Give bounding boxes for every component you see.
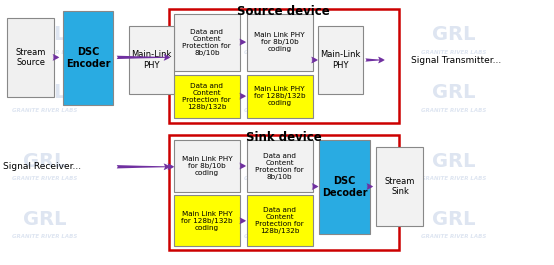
Bar bbox=[7, 18, 54, 97]
Text: GRL: GRL bbox=[255, 210, 299, 229]
Bar bbox=[247, 140, 313, 192]
Text: GRANITE RIVER LABS: GRANITE RIVER LABS bbox=[244, 50, 310, 55]
Bar bbox=[173, 195, 240, 246]
Text: GRL: GRL bbox=[255, 152, 299, 171]
Text: Signal Transmitter...: Signal Transmitter... bbox=[411, 55, 501, 64]
Text: Signal Receiver...: Signal Receiver... bbox=[3, 162, 81, 171]
Text: GRANITE RIVER LABS: GRANITE RIVER LABS bbox=[244, 234, 310, 239]
Bar bbox=[247, 14, 313, 70]
Text: Main Link PHY
for 8b/10b
coding: Main Link PHY for 8b/10b coding bbox=[254, 32, 305, 52]
Text: GRL: GRL bbox=[23, 210, 66, 229]
Bar bbox=[377, 147, 423, 226]
Text: GRL: GRL bbox=[23, 25, 66, 45]
Text: Data and
Content
Protection for
8b/10b: Data and Content Protection for 8b/10b bbox=[255, 153, 304, 180]
Text: GRANITE RIVER LABS: GRANITE RIVER LABS bbox=[244, 176, 310, 181]
Bar bbox=[130, 26, 173, 94]
Text: Main-Link
PHY: Main-Link PHY bbox=[131, 50, 172, 70]
Bar bbox=[247, 195, 313, 246]
Text: Stream
Sink: Stream Sink bbox=[385, 177, 415, 196]
Text: GRL: GRL bbox=[23, 83, 66, 103]
Text: Main-Link
PHY: Main-Link PHY bbox=[320, 50, 361, 70]
Bar bbox=[169, 8, 398, 123]
Text: GRL: GRL bbox=[432, 210, 475, 229]
Text: Main Link PHY
for 8b/10b
coding: Main Link PHY for 8b/10b coding bbox=[182, 156, 232, 176]
Text: GRL: GRL bbox=[432, 83, 475, 103]
Text: DSC
Encoder: DSC Encoder bbox=[66, 47, 110, 69]
Text: GRANITE RIVER LABS: GRANITE RIVER LABS bbox=[421, 108, 486, 113]
Text: Stream
Source: Stream Source bbox=[16, 48, 46, 67]
Text: GRANITE RIVER LABS: GRANITE RIVER LABS bbox=[421, 50, 486, 55]
Text: Main Link PHY
for 128b/132b
coding: Main Link PHY for 128b/132b coding bbox=[254, 86, 306, 106]
Text: Sink device: Sink device bbox=[246, 131, 321, 144]
Text: GRANITE RIVER LABS: GRANITE RIVER LABS bbox=[12, 234, 78, 239]
Text: GRL: GRL bbox=[432, 25, 475, 45]
Text: Source device: Source device bbox=[237, 5, 330, 18]
Text: GRL: GRL bbox=[432, 152, 475, 171]
Text: GRL: GRL bbox=[23, 152, 66, 171]
Bar bbox=[169, 135, 398, 250]
Bar bbox=[173, 140, 240, 192]
Text: Data and
Content
Protection for
128b/132b: Data and Content Protection for 128b/132… bbox=[182, 83, 231, 110]
Text: GRANITE RIVER LABS: GRANITE RIVER LABS bbox=[421, 176, 486, 181]
Bar bbox=[319, 140, 370, 234]
Text: GRANITE RIVER LABS: GRANITE RIVER LABS bbox=[12, 50, 78, 55]
Text: GRL: GRL bbox=[255, 83, 299, 103]
Bar bbox=[173, 74, 240, 118]
Bar bbox=[173, 14, 240, 70]
Text: GRL: GRL bbox=[255, 25, 299, 45]
Bar bbox=[319, 26, 363, 94]
Text: GRANITE RIVER LABS: GRANITE RIVER LABS bbox=[244, 108, 310, 113]
Text: GRANITE RIVER LABS: GRANITE RIVER LABS bbox=[12, 176, 78, 181]
Text: GRANITE RIVER LABS: GRANITE RIVER LABS bbox=[421, 234, 486, 239]
Text: DSC
Decoder: DSC Decoder bbox=[322, 176, 367, 198]
Text: Data and
Content
Protection for
8b/10b: Data and Content Protection for 8b/10b bbox=[182, 29, 231, 56]
Text: Main Link PHY
for 128b/132b
coding: Main Link PHY for 128b/132b coding bbox=[181, 211, 233, 231]
Text: Data and
Content
Protection for
128b/132b: Data and Content Protection for 128b/132… bbox=[255, 207, 304, 234]
Bar bbox=[63, 11, 114, 105]
Text: GRANITE RIVER LABS: GRANITE RIVER LABS bbox=[12, 108, 78, 113]
Bar bbox=[247, 74, 313, 118]
